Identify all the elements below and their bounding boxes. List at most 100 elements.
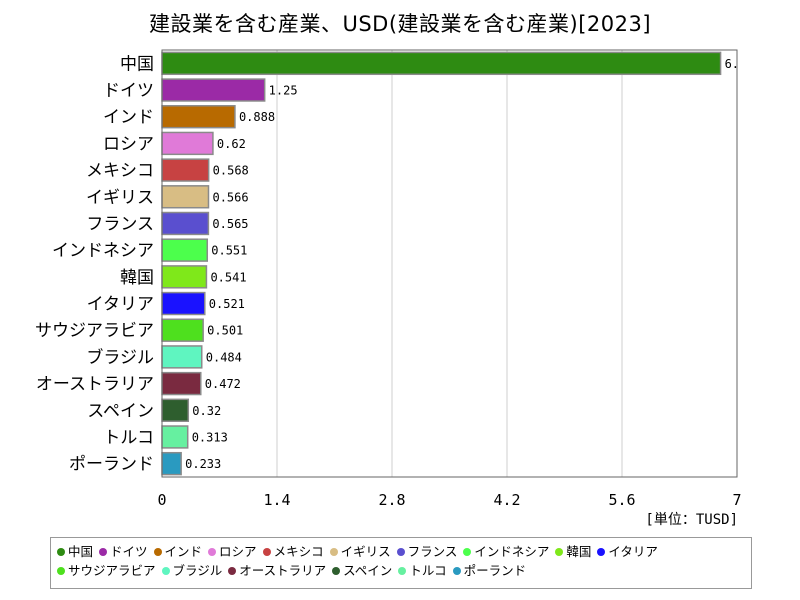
legend-dot-icon <box>463 548 472 556</box>
legend-dot-icon <box>153 548 162 556</box>
x-tick-label: 2.8 <box>378 491 405 509</box>
legend-item: インドネシア <box>463 542 549 561</box>
category-label: トルコ <box>103 428 154 448</box>
legend-label: スペイン <box>343 563 393 578</box>
bar <box>161 265 208 289</box>
value-label: 6. <box>725 57 739 71</box>
value-label: 0.521 <box>209 297 245 311</box>
legend-item: トルコ <box>398 561 447 580</box>
category-label: オーストラリア <box>36 375 154 395</box>
bar <box>161 51 722 76</box>
legend-dot-icon <box>332 567 341 575</box>
legend-item: イギリス <box>329 542 391 561</box>
value-label: 1.25 <box>269 84 298 98</box>
bar <box>161 238 209 262</box>
legend-item: インド <box>153 542 203 561</box>
value-label: 0.566 <box>212 190 248 204</box>
bar <box>161 398 190 422</box>
value-label: 0.484 <box>206 350 242 364</box>
legend-label: ロシア <box>219 544 257 559</box>
legend-item: オーストラリア <box>228 561 326 580</box>
x-tick-labels: 0 1.4 2.8 4.2 5.6 7 <box>157 491 741 509</box>
legend-label: サウジアラビア <box>68 563 156 578</box>
value-label: 0.551 <box>211 244 247 258</box>
bar <box>161 185 210 209</box>
value-label: 0.888 <box>239 110 275 124</box>
category-label: 韓国 <box>120 268 154 288</box>
legend-label: トルコ <box>409 563 447 578</box>
legend-label: メキシコ <box>273 544 324 559</box>
bar <box>161 131 214 156</box>
category-label: イタリア <box>87 295 154 315</box>
legend-dot-icon <box>228 567 237 575</box>
value-label: 0.501 <box>207 324 243 338</box>
legend-label: 中国 <box>68 544 94 559</box>
legend-label: 韓国 <box>566 544 592 559</box>
bar <box>161 211 210 236</box>
legend-item: ポーランド <box>452 561 527 580</box>
x-tick-label: 5.6 <box>608 491 635 509</box>
legend-dot-icon <box>208 548 217 556</box>
value-label: 0.472 <box>205 377 241 391</box>
x-tick-label: 1.4 <box>263 491 290 509</box>
legend-label: インド <box>164 544 203 559</box>
category-label: 中国 <box>120 54 154 74</box>
legend-dot-icon <box>452 567 461 575</box>
bar <box>161 425 189 449</box>
category-label: サウジアラビア <box>35 321 154 341</box>
category-label: ポーランド <box>69 455 154 475</box>
legend-label: イタリア <box>608 544 658 559</box>
legend-item: 中国 <box>57 542 93 561</box>
legend-dot-icon <box>161 567 170 575</box>
category-label: ドイツ <box>103 81 154 101</box>
legend-dot-icon <box>597 548 606 556</box>
category-label: インド <box>103 108 154 128</box>
chart-title: 建設業を含む産業、USD(建設業を含む産業)[2023] <box>148 12 652 36</box>
legend-item: 韓国 <box>555 542 591 561</box>
legend-item: ロシア <box>208 542 257 561</box>
legend-label: ドイツ <box>110 544 148 559</box>
legend-item: ドイツ <box>99 542 148 561</box>
legend-item: イタリア <box>597 542 658 561</box>
bar <box>161 78 266 102</box>
bar <box>161 318 204 342</box>
legend-dot-icon <box>57 548 65 556</box>
legend-dot-icon <box>99 548 108 556</box>
legend-dot-icon <box>262 548 271 556</box>
value-labels: 6. 1.25 0.888 0.62 0.568 0.566 0.565 0.551 0.541… <box>185 57 739 471</box>
category-label: フランス <box>86 214 154 234</box>
category-label: スペイン <box>87 401 154 421</box>
legend: 中国 ドイツ インド ロシア メキシコ イギリス フランス インドネシア 韓国 イタリアサウジアラ… <box>50 537 752 589</box>
bar <box>161 451 182 476</box>
bar <box>161 345 203 369</box>
legend-item: スペイン <box>332 561 392 580</box>
legend-dot-icon <box>57 567 65 575</box>
legend-label: ブラジル <box>172 563 223 578</box>
legend-label: インドネシア <box>474 544 550 559</box>
category-label: イギリス <box>86 188 154 208</box>
value-label: 0.568 <box>213 164 249 178</box>
legend-label: オーストラリア <box>239 563 327 578</box>
value-label: 0.313 <box>192 430 228 444</box>
legend-label: ポーランド <box>463 563 527 578</box>
legend-item: サウジアラビア <box>57 561 156 580</box>
legend-item: メキシコ <box>262 542 324 561</box>
category-labels: 中国ドイツインドロシアメキシコイギリスフランスインドネシア韓国イタリアサウジアラ… <box>35 54 154 474</box>
value-label: 0.541 <box>210 270 246 284</box>
legend-dot-icon <box>398 567 407 575</box>
plot-frame <box>161 49 738 478</box>
legend-dot-icon <box>396 548 405 556</box>
value-label: 0.62 <box>217 137 246 151</box>
bar <box>161 158 210 182</box>
unit-label: [単位：TUSD] <box>645 512 738 528</box>
legend-label: イギリス <box>340 544 391 559</box>
x-tick-label: 4.2 <box>493 491 520 509</box>
bar <box>161 291 206 316</box>
value-label: 0.32 <box>192 404 221 418</box>
category-label: インドネシア <box>52 241 154 261</box>
legend-dot-icon <box>555 548 564 556</box>
x-tick-label: 0 <box>157 491 166 509</box>
bar <box>161 105 236 129</box>
legend-item: ブラジル <box>161 561 223 580</box>
